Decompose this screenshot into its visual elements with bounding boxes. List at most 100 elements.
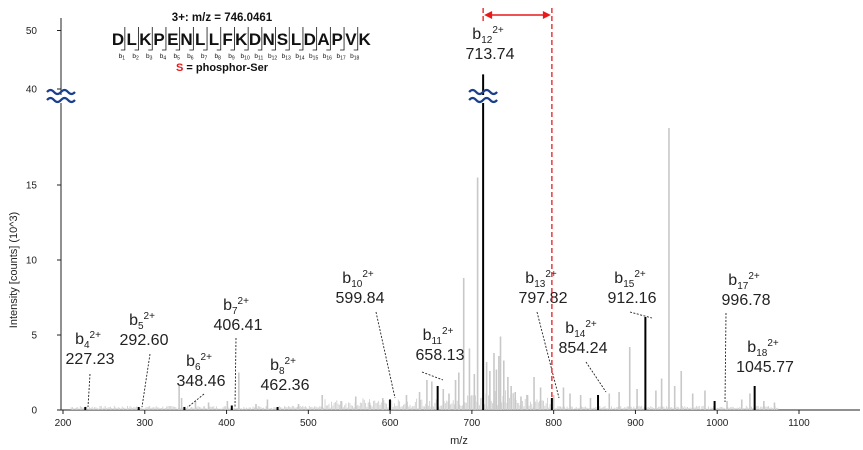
fragment-bracket [203, 27, 208, 51]
ion-name-label: b52+ [129, 311, 155, 332]
phospho-legend: S = phosphor-Ser [176, 62, 269, 74]
mz-value-label: 1045.77 [736, 359, 794, 376]
sequence-residue: P [332, 30, 343, 49]
x-tick-label: 900 [627, 418, 644, 429]
sequence-residue: K [235, 30, 248, 49]
assigned-b-ion-peaks [84, 74, 756, 410]
fragment-b-label: b16 [323, 53, 332, 62]
ion-name-label: b142+ [565, 319, 597, 340]
fragment-b-label: b11 [254, 53, 263, 62]
precursor-label: 3+: m/z = 746.0461 [172, 12, 273, 24]
y-tick-label: 40 [26, 85, 38, 96]
fragment-b-label: b12 [268, 53, 277, 62]
ion-name-label: b102+ [342, 269, 374, 290]
sequence-residue: L [195, 30, 205, 49]
fragment-b-label: b9 [228, 53, 235, 62]
mz-value-label: 406.41 [214, 317, 263, 334]
x-axis-ticks: 200 300 400 500 600 700 800 900 1000 1100 [55, 410, 810, 429]
fragment-bracket [257, 27, 263, 51]
label-leader-line [234, 337, 237, 408]
ion-name-label: b132+ [525, 269, 557, 290]
mz-value-label: 462.36 [261, 377, 310, 394]
ion-name-label: b112+ [423, 326, 454, 347]
fragment-b-label: b10 [241, 53, 250, 62]
fragment-bracket [298, 27, 304, 51]
x-axis-label: m/z [450, 435, 468, 447]
ion-name-label: b182+ [747, 338, 779, 359]
sequence-residue: N [263, 30, 275, 49]
noise-baseline [70, 390, 779, 410]
x-tick-label: 1100 [788, 418, 810, 429]
label-leader-line [421, 371, 444, 381]
label-leader-line [375, 311, 396, 399]
y-axis-label: Intensity [counts] (10^3) [8, 212, 20, 328]
label-leader-line [536, 311, 560, 399]
label-leader-line [585, 361, 607, 393]
label-leader-line [724, 312, 727, 403]
fragment-bracket [326, 27, 331, 51]
x-tick-label: 800 [545, 418, 562, 429]
x-tick-label: 500 [300, 418, 317, 429]
fragment-b-label: b17 [336, 53, 345, 62]
fragment-bracket [271, 27, 276, 51]
fragment-b-label: b14 [295, 53, 304, 62]
x-tick-label: 300 [136, 418, 153, 429]
sequence-residue: V [345, 30, 357, 49]
mz-value-label: 658.13 [416, 347, 465, 364]
sequence-residue: A [317, 30, 329, 49]
fragment-b-label: b8 [215, 53, 222, 62]
sequence-residue: L [127, 30, 137, 49]
y-axis-break-squiggle [46, 96, 76, 104]
fragment-bracket [216, 27, 222, 51]
sequence-residue: K [358, 30, 371, 49]
axis-break-marks [46, 88, 500, 104]
mz-value-label: 348.46 [177, 373, 226, 390]
x-tick-label: 700 [464, 418, 481, 429]
sequence-residue: K [139, 30, 152, 49]
peak-break-squiggle [468, 96, 498, 104]
fragment-b-label: b18 [350, 53, 359, 62]
peak-break-squiggle [468, 88, 498, 96]
ion-name-label: b42+ [75, 330, 101, 351]
fragment-bracket [340, 27, 345, 51]
fragment-bracket [285, 27, 290, 51]
mz-value-label: 292.60 [120, 332, 169, 349]
y-tick-label: 50 [26, 26, 38, 37]
fragment-b-label: b2 [132, 53, 139, 62]
peptide-sequence-panel: 3+: m/z = 746.0461 D L K P E N L L F K D N S L D A P V Kb1… [112, 12, 372, 74]
shift-arrow-head-left [484, 11, 493, 19]
sequence-residue: L [291, 30, 301, 49]
mz-value-label: 854.24 [559, 340, 608, 357]
x-tick-label: 600 [382, 418, 399, 429]
label-leader-line [141, 353, 151, 408]
ion-name-label: b172+ [728, 271, 760, 292]
phospho-shift-bracket [482, 8, 553, 398]
fragment-b-label: b1 [119, 53, 126, 62]
sequence-residue: L [209, 30, 219, 49]
fragment-bracket [161, 27, 167, 51]
y-axis-break-gap [51, 95, 65, 103]
mz-value-label: 599.84 [336, 290, 385, 307]
mz-value-label: 797.82 [519, 290, 568, 307]
ion-name-label: b122+ [472, 25, 504, 46]
mz-value-label: 996.78 [722, 292, 771, 309]
y-tick-label: 10 [26, 256, 38, 267]
sequence-residue: D [304, 30, 316, 49]
ion-name-label: b82+ [270, 356, 296, 377]
annotation-leader-lines [87, 311, 727, 408]
x-tick-label: 400 [218, 418, 235, 429]
ion-name-label: b152+ [614, 269, 646, 290]
b-ion-labels: b42+227.23 b52+292.60 b62+348.46 b72+406.41… [66, 25, 794, 394]
fragment-b-label: b3 [146, 53, 153, 62]
fragment-b-label: b4 [160, 53, 167, 62]
fragment-bracket [189, 27, 194, 51]
fragment-b-label: b15 [309, 53, 318, 62]
fragment-bracket [134, 27, 139, 51]
shift-arrow-head-right [542, 11, 551, 19]
sequence-residue: D [112, 30, 124, 49]
sequence-residue: D [249, 30, 261, 49]
fragment-b-label: b13 [282, 53, 291, 62]
fragment-bracket [230, 27, 235, 51]
x-tick-label: 1000 [706, 418, 729, 429]
sequence-residue: N [180, 30, 192, 49]
